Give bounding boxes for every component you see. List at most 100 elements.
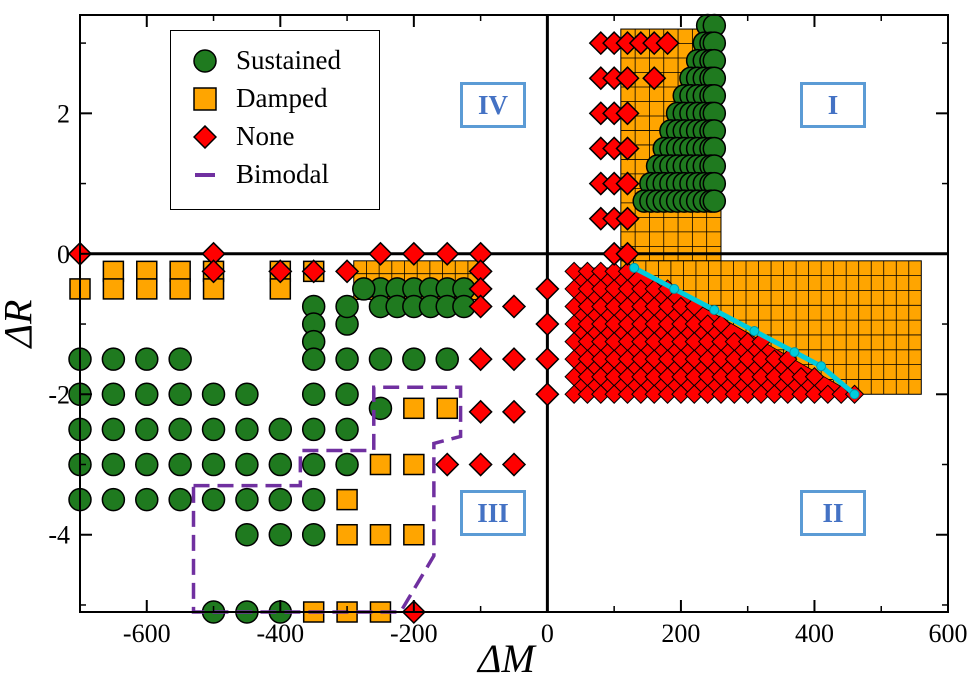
legend-entry-sustained: Sustained: [171, 43, 379, 79]
x-tick-label: 600: [929, 619, 968, 648]
cyan-point: [789, 347, 800, 358]
x-axis-title: ΔM: [478, 636, 535, 681]
none-marker: [655, 31, 680, 56]
legend-entry-damped: Damped: [171, 81, 379, 117]
none-marker: [368, 241, 393, 266]
sustained-marker: [101, 452, 126, 477]
none-marker: [615, 101, 640, 126]
none-marker: [468, 452, 493, 477]
sustained-marker: [101, 347, 126, 371]
sustained-marker: [268, 522, 293, 547]
none-region-marker: [737, 384, 758, 404]
sustained-marker: [335, 347, 359, 371]
none-marker: [301, 259, 326, 284]
sustained-marker: [335, 452, 359, 477]
cyan-point: [629, 262, 640, 273]
sustained-marker: [335, 382, 359, 407]
damped-marker: [403, 453, 425, 476]
cyan-point: [816, 361, 827, 372]
region-label-ii: II: [800, 490, 866, 536]
none-marker: [535, 311, 560, 337]
series-sustained: [68, 13, 727, 624]
none-marker: [501, 294, 527, 319]
none-marker: [435, 452, 460, 477]
none-region-marker: [764, 384, 785, 404]
damped-marker: [403, 523, 425, 546]
legend-diamond-icon: [193, 125, 217, 149]
legend-entry-bimodal: Bimodal: [171, 157, 379, 193]
cyan-point: [849, 389, 860, 400]
sustained-marker: [268, 452, 293, 477]
sustained-marker: [135, 452, 159, 477]
damped-marker: [369, 523, 392, 546]
damped-marker: [369, 453, 392, 476]
y-tick-label: -2: [48, 380, 70, 409]
legend: Sustained Damped None Bimodal: [170, 30, 380, 210]
none-region-marker: [684, 384, 704, 404]
sustained-marker: [201, 452, 226, 477]
sustained-marker: [201, 382, 226, 407]
sustained-marker: [201, 417, 226, 442]
sustained-marker: [135, 347, 159, 371]
x-tick-label: -600: [123, 619, 171, 648]
legend-square-icon: [193, 87, 217, 111]
damped-marker: [336, 523, 358, 546]
sustained-marker: [368, 347, 393, 371]
damped-marker: [336, 488, 358, 511]
y-tick-label: 2: [57, 99, 70, 128]
damped-marker: [436, 397, 458, 420]
none-region-marker: [577, 384, 598, 404]
damped-marker: [169, 278, 191, 300]
sustained-marker: [168, 417, 192, 442]
sustained-marker: [268, 417, 293, 442]
sustained-marker: [235, 522, 259, 547]
x-tick-label: 0: [541, 619, 554, 648]
sustained-marker: [335, 417, 359, 442]
sustained-marker: [235, 382, 259, 407]
x-tick-label: 400: [795, 619, 834, 648]
sustained-marker: [352, 277, 376, 301]
none-marker: [335, 259, 360, 284]
sustained-marker: [301, 452, 326, 477]
none-region-marker: [671, 384, 691, 404]
sustained-marker: [101, 417, 126, 442]
none-marker: [501, 399, 527, 424]
none-marker: [435, 241, 460, 266]
none-region-marker: [791, 384, 811, 404]
y-axis-title: ΔR: [0, 299, 41, 348]
sustained-marker: [335, 294, 359, 319]
sustained-marker: [235, 417, 259, 442]
none-region-marker: [818, 384, 838, 404]
sustained-marker: [301, 487, 326, 512]
legend-label-damped: Damped: [236, 83, 328, 113]
none-region-marker: [804, 384, 825, 404]
none-marker: [468, 294, 493, 319]
none-region-marker: [711, 384, 731, 404]
none-region-marker: [778, 384, 798, 404]
none-region-marker: [724, 384, 745, 404]
none-marker: [615, 66, 640, 91]
sustained-marker: [135, 382, 159, 407]
cyan-trend: [629, 262, 860, 400]
none-marker: [615, 171, 640, 196]
sustained-marker: [135, 417, 159, 442]
x-tick-label: -400: [256, 619, 304, 648]
sustained-marker: [168, 347, 192, 371]
none-region-marker: [631, 384, 651, 404]
none-marker: [468, 347, 493, 372]
legend-circle-icon: [193, 49, 217, 73]
sustained-marker: [702, 189, 727, 213]
none-region-marker: [751, 384, 771, 404]
region-label-iv: IV: [460, 82, 526, 128]
none-region-marker: [617, 384, 638, 404]
bimodal-boundary: [191, 385, 463, 614]
none-marker: [615, 136, 640, 161]
cyan-point: [709, 304, 720, 315]
legend-label-none: None: [236, 121, 295, 151]
legend-dash-icon: [195, 173, 215, 177]
sustained-marker: [235, 487, 259, 512]
cyan-point: [669, 283, 680, 294]
x-tick-label: -200: [390, 619, 438, 648]
